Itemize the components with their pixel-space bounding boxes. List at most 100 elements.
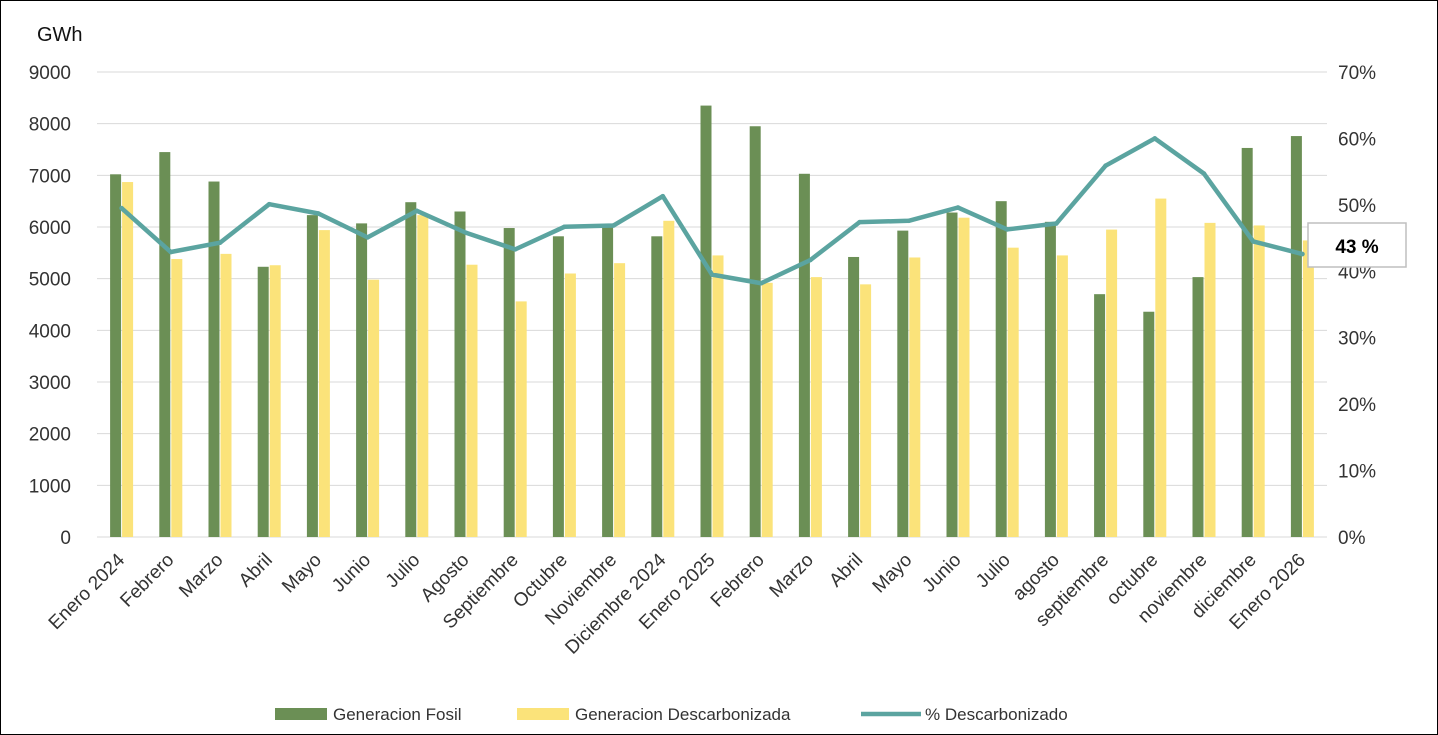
bars bbox=[110, 105, 1314, 538]
bar-generacion-fosil bbox=[1192, 277, 1204, 537]
callout-label: 43 % bbox=[1335, 237, 1378, 258]
bar-generacion-descarbonizada bbox=[1007, 247, 1019, 537]
line-point bbox=[660, 193, 666, 199]
y2-tick-label: 50% bbox=[1338, 196, 1376, 217]
bar-generacion-descarbonizada bbox=[171, 259, 183, 537]
legend-label: Generacion Fosil bbox=[333, 705, 462, 724]
bar-generacion-descarbonizada bbox=[860, 284, 872, 537]
bar-generacion-descarbonizada bbox=[614, 263, 626, 537]
line-descarbonizado bbox=[119, 136, 1305, 286]
x-tick-label: Julio bbox=[972, 550, 1014, 592]
line-point bbox=[512, 247, 518, 252]
y-tick-label: 8000 bbox=[29, 115, 71, 136]
x-tick-label: Marzo bbox=[766, 550, 818, 602]
y2-tick-label: 60% bbox=[1338, 129, 1376, 150]
line-series bbox=[119, 136, 1305, 286]
bar-generacion-descarbonizada bbox=[761, 282, 773, 537]
line-point bbox=[611, 223, 616, 228]
line-point bbox=[758, 280, 764, 286]
data-callout: 43 % bbox=[1307, 222, 1407, 268]
bar-generacion-fosil bbox=[356, 223, 368, 537]
x-tick-label: Abril bbox=[235, 550, 277, 592]
x-tick-label: Febrero bbox=[116, 550, 178, 612]
bar-generacion-descarbonizada bbox=[1155, 198, 1167, 538]
line-point bbox=[562, 224, 567, 230]
x-tick-label: Abril bbox=[825, 550, 867, 592]
x-tick-label: Junio bbox=[919, 550, 966, 597]
y2-tick-label: 10% bbox=[1338, 462, 1376, 483]
line-point bbox=[365, 235, 370, 240]
y-tick-label: 6000 bbox=[29, 218, 71, 239]
line-point bbox=[168, 249, 174, 255]
bar-generacion-descarbonizada bbox=[220, 253, 232, 537]
bar-generacion-fosil bbox=[1094, 294, 1106, 537]
y2-tick-label: 0% bbox=[1338, 528, 1366, 549]
x-tick-label: Mayo bbox=[869, 550, 917, 598]
bar-generacion-descarbonizada bbox=[663, 220, 675, 538]
bar-generacion-descarbonizada bbox=[1056, 255, 1068, 537]
bar-generacion-fosil bbox=[110, 174, 122, 538]
bar-generacion-fosil bbox=[700, 105, 712, 537]
bar-generacion-fosil bbox=[798, 173, 810, 538]
bar-generacion-fosil bbox=[1143, 311, 1155, 537]
line-point bbox=[857, 219, 862, 225]
legend-swatch bbox=[517, 708, 569, 720]
line-point bbox=[955, 205, 961, 210]
bar-generacion-descarbonizada bbox=[1302, 240, 1314, 537]
bar-generacion-fosil bbox=[995, 201, 1007, 537]
legend-label: Generacion Descarbonizada bbox=[575, 705, 791, 724]
bar-generacion-descarbonizada bbox=[909, 257, 921, 537]
bar-generacion-fosil bbox=[1290, 136, 1302, 538]
line-point bbox=[463, 230, 469, 236]
y-tick-label: 9000 bbox=[29, 63, 71, 84]
bar-generacion-descarbonizada bbox=[417, 215, 429, 537]
line-point bbox=[1300, 251, 1305, 257]
callout-box bbox=[1307, 222, 1407, 268]
y-tick-label: 3000 bbox=[29, 373, 71, 394]
y-axis-title: GWh bbox=[37, 24, 83, 46]
y2-tick-label: 70% bbox=[1338, 63, 1376, 84]
legend-label: % Descarbonizado bbox=[925, 705, 1068, 724]
bar-generacion-fosil bbox=[946, 212, 958, 538]
line-point bbox=[808, 257, 813, 263]
y-tick-label: 0 bbox=[60, 528, 71, 549]
bar-generacion-fosil bbox=[749, 126, 761, 537]
bar-generacion-descarbonizada bbox=[810, 277, 822, 537]
bar-generacion-descarbonizada bbox=[466, 264, 478, 537]
line-point bbox=[1201, 171, 1207, 176]
x-tick-label: Febrero bbox=[707, 550, 769, 612]
legend-swatch bbox=[275, 708, 327, 720]
bar-generacion-descarbonizada bbox=[1106, 229, 1118, 538]
bar-generacion-fosil bbox=[602, 225, 614, 537]
bar-generacion-descarbonizada bbox=[712, 255, 724, 537]
bar-generacion-fosil bbox=[1241, 147, 1253, 537]
bar-generacion-fosil bbox=[306, 215, 318, 537]
bar-generacion-fosil bbox=[552, 236, 564, 538]
bar-generacion-fosil bbox=[405, 202, 417, 537]
y-tick-label: 1000 bbox=[29, 476, 71, 497]
line-point bbox=[1152, 136, 1158, 141]
bar-generacion-descarbonizada bbox=[368, 279, 380, 537]
y-tick-label: 7000 bbox=[29, 166, 71, 187]
y-tick-label: 2000 bbox=[29, 425, 71, 446]
bar-generacion-descarbonizada bbox=[958, 217, 970, 537]
line-point bbox=[1004, 227, 1010, 232]
y-tick-label: 4000 bbox=[29, 321, 71, 342]
bar-generacion-fosil bbox=[454, 211, 466, 537]
line-point bbox=[119, 205, 124, 211]
line-point bbox=[906, 218, 912, 224]
x-tick-label: Julio bbox=[382, 550, 424, 592]
line-point bbox=[316, 211, 321, 216]
bar-generacion-fosil bbox=[159, 152, 171, 538]
bar-generacion-fosil bbox=[257, 266, 269, 537]
bar-generacion-descarbonizada bbox=[564, 273, 576, 537]
line-point bbox=[217, 240, 223, 246]
bar-generacion-fosil bbox=[208, 181, 220, 538]
line-point bbox=[1103, 163, 1108, 168]
y2-tick-label: 30% bbox=[1338, 329, 1376, 350]
x-tick-label: Junio bbox=[328, 550, 375, 597]
bar-generacion-descarbonizada bbox=[1204, 222, 1216, 537]
line-point bbox=[266, 201, 272, 207]
